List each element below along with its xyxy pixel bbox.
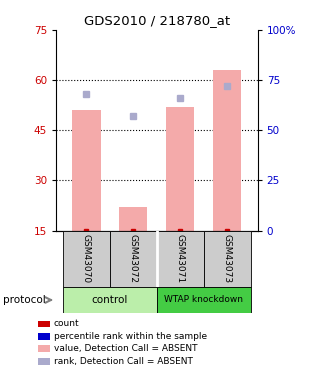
- Bar: [119, 207, 148, 231]
- Text: control: control: [92, 295, 128, 305]
- Title: GDS2010 / 218780_at: GDS2010 / 218780_at: [84, 15, 230, 27]
- Text: value, Detection Call = ABSENT: value, Detection Call = ABSENT: [54, 344, 197, 353]
- Text: percentile rank within the sample: percentile rank within the sample: [54, 332, 207, 341]
- Text: GSM43070: GSM43070: [82, 234, 91, 284]
- Bar: [213, 70, 241, 231]
- Text: rank, Detection Call = ABSENT: rank, Detection Call = ABSENT: [54, 357, 193, 366]
- Text: protocol: protocol: [3, 295, 46, 305]
- Bar: [38, 345, 50, 352]
- Bar: [38, 321, 50, 327]
- Bar: [157, 287, 251, 313]
- Text: GSM43071: GSM43071: [176, 234, 185, 284]
- Bar: [204, 231, 251, 287]
- Bar: [157, 231, 204, 287]
- Text: GSM43073: GSM43073: [223, 234, 232, 284]
- Bar: [72, 110, 100, 231]
- Bar: [38, 358, 50, 364]
- Text: count: count: [54, 320, 79, 328]
- Bar: [38, 333, 50, 340]
- Text: GSM43072: GSM43072: [129, 234, 138, 283]
- Text: WTAP knockdown: WTAP knockdown: [164, 296, 243, 304]
- Bar: [110, 231, 157, 287]
- Bar: [63, 231, 110, 287]
- Bar: [166, 107, 194, 231]
- Bar: [63, 287, 157, 313]
